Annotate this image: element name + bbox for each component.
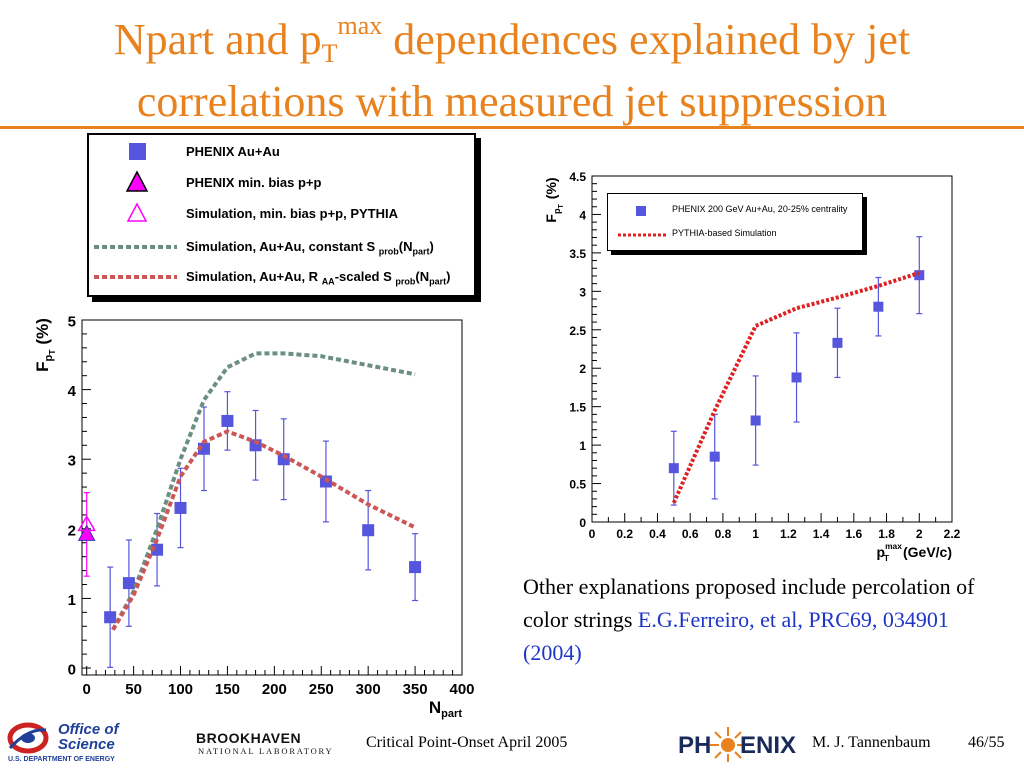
footer-author: M. J. Tannenbaum (812, 734, 931, 751)
npart-xtick-label: 50 (125, 681, 142, 698)
blue-square-icon (636, 206, 646, 216)
ptmax-xtick-label: 2.2 (944, 527, 961, 541)
svg-text:Office of: Office of (58, 721, 121, 738)
ptmax-legend-item-sim: PYTHIA-based Simulation (608, 224, 862, 246)
ptmax-legend-item-data: PHENIX 200 GeV Au+Au, 20-25% centrality (608, 200, 862, 222)
ptmax-data-point (914, 270, 925, 281)
ptmax-ytick-label: 3 (579, 285, 586, 299)
ptmax-xtick-label: 0.8 (715, 527, 732, 541)
npart-xlabel: Npart (429, 698, 462, 720)
ptmax-data-point (709, 451, 720, 462)
npart-xtick-label: 0 (83, 681, 91, 698)
legend-item-const-sprob: Simulation, Au+Au, constant S prob(Npart… (89, 233, 474, 261)
ptmax-ytick-label: 1.5 (569, 401, 586, 415)
npart-xtick-label: 250 (309, 681, 334, 698)
ptmax-legend: PHENIX 200 GeV Au+Au, 20-25% centrality … (607, 193, 863, 251)
npart-data-point (122, 577, 135, 590)
phenix-logo: PH ENIX (678, 727, 796, 762)
npart-data-point (77, 524, 96, 541)
npart-data-point (221, 414, 234, 427)
npart-series-line-4 (111, 429, 416, 631)
npart-ytick-label: 0 (68, 662, 76, 679)
red-dotted-line-icon (618, 233, 666, 237)
title-rule (0, 126, 1024, 129)
ptmax-xtick-label: 0.6 (682, 527, 699, 541)
slide-title: Npart and pTmax dependences explained by… (0, 2, 1024, 126)
legend-item-phenix-auau: PHENIX Au+Au (89, 138, 474, 166)
npart-ytick-label: 5 (68, 314, 76, 331)
ptmax-ytick-label: 4.5 (569, 170, 586, 184)
ptmax-data-point (791, 372, 802, 383)
npart-ytick-label: 3 (68, 453, 76, 470)
filled-triangle-icon (125, 170, 149, 192)
title-superscript: max (337, 11, 383, 40)
ptmax-xtick-label: 0.4 (649, 527, 666, 541)
npart-data-point (104, 611, 117, 624)
legend-item-pythia: Simulation, min. bias p+p, PYTHIA (89, 200, 474, 228)
ptmax-xtick-label: 2 (916, 527, 923, 541)
reference-link[interactable]: E.G.Ferreiro, et al, PRC69, 034901 (2004… (523, 607, 949, 665)
ptmax-data-point (832, 337, 843, 348)
ptmax-ytick-label: 2.5 (569, 324, 586, 338)
npart-plot-frame (81, 319, 463, 676)
brookhaven-logo: BROOKHAVEN NATIONAL LABORATORY (196, 730, 334, 756)
ptmax-ylabel: FpT(%) (543, 177, 565, 222)
footer-conference: Critical Point-Onset April 2005 (366, 734, 568, 751)
title-subscript: T (321, 39, 338, 68)
explanation-text: Other explanations proposed include perc… (523, 574, 975, 665)
ptmax-xtick-label: 1.8 (878, 527, 895, 541)
svg-text:PH: PH (678, 732, 711, 759)
ptmax-ytick-label: 0.5 (569, 478, 586, 492)
npart-data-point (362, 524, 375, 537)
ptmax-xtick-label: 1.6 (845, 527, 862, 541)
title-line-1: Npart and pTmax dependences explained by… (113, 11, 911, 68)
npart-ytick-label: 4 (68, 383, 77, 400)
ptmax-ytick-label: 0 (579, 516, 586, 530)
ptmax-ytick-label: 2 (579, 362, 586, 376)
ptmax-data-point (873, 301, 884, 312)
main-legend: PHENIX Au+Au PHENIX min. bias p+p Simula… (87, 133, 476, 297)
footer-page-number: 46/55 (968, 734, 1005, 751)
legend-item-phenix-pp: PHENIX min. bias p+p (89, 169, 474, 197)
doe-office-of-science-logo: Office of Science U.S. DEPARTMENT OF ENE… (7, 721, 121, 763)
legend-item-raa-sprob: Simulation, Au+Au, R AA-scaled S prob(Np… (89, 263, 474, 291)
ptmax-xtick-label: 0.2 (616, 527, 633, 541)
svg-text:Science: Science (58, 736, 115, 753)
npart-xtick-label: 300 (356, 681, 381, 698)
npart-ylabel: FpT(%) (33, 318, 57, 372)
blue-square-icon (129, 143, 146, 160)
ptmax-data-point (668, 463, 679, 474)
ptmax-ytick-label: 4 (579, 208, 586, 222)
npart-series-line-3 (111, 351, 416, 631)
npart-data-point (409, 561, 422, 574)
gray-dashed-line-icon (94, 245, 177, 249)
npart-xtick-label: 100 (168, 681, 193, 698)
ptmax-series-line-1 (671, 270, 920, 504)
npart-chart: 0 50 100 150 200 250 300 350 400 0 1 2 3 4 5 FpT(%) Npar… (33, 314, 475, 721)
npart-data-point (174, 501, 187, 514)
ptmax-xlabel: pmax T (GeV/c) (877, 541, 952, 563)
ptmax-ytick-label: 1 (579, 439, 586, 453)
npart-ytick-label: 1 (68, 592, 76, 609)
npart-xtick-label: 150 (215, 681, 240, 698)
ptmax-data-point (750, 415, 761, 426)
ptmax-xtick-label: 1 (752, 527, 759, 541)
npart-xtick-label: 200 (262, 681, 287, 698)
npart-xtick-label: 350 (403, 681, 428, 698)
npart-xtick-label: 400 (449, 681, 474, 698)
title-line-2: correlations with measured jet suppressi… (136, 77, 888, 126)
red-dashed-line-icon (94, 275, 177, 279)
npart-data-point (77, 514, 96, 532)
svg-text:ENIX: ENIX (740, 732, 796, 759)
ptmax-xtick-label: 1.2 (780, 527, 797, 541)
open-triangle-icon (126, 202, 148, 222)
ptmax-xtick-label: 0 (589, 527, 596, 541)
svg-text:U.S. DEPARTMENT OF ENERGY: U.S. DEPARTMENT OF ENERGY (8, 756, 115, 763)
npart-ytick-label: 2 (68, 522, 76, 539)
ptmax-ytick-label: 3.5 (569, 247, 586, 261)
ptmax-xtick-label: 1.4 (813, 527, 830, 541)
